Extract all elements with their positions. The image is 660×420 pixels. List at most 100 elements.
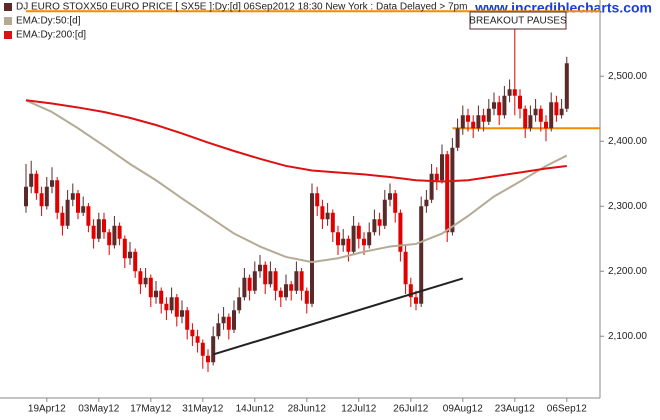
y-tick-label: 2,500.00 <box>608 71 647 82</box>
candle-body <box>325 212 330 220</box>
x-tick-label: 19Apr12 <box>28 404 66 415</box>
candle-body <box>356 225 361 239</box>
candle-body <box>476 115 481 129</box>
candle-body <box>341 238 346 246</box>
candle-body <box>559 108 564 116</box>
candle-body <box>330 212 335 233</box>
candle-body <box>310 193 314 304</box>
candle-body <box>185 310 190 330</box>
candle-body <box>65 199 70 226</box>
candle-body <box>564 63 569 109</box>
x-tick-label: 26Jul12 <box>393 404 428 415</box>
candle-body <box>138 271 143 285</box>
candle-body <box>96 219 101 239</box>
candle-body <box>382 199 387 226</box>
candle-body <box>200 342 205 356</box>
candle-body <box>86 206 91 226</box>
candle-body <box>372 219 377 233</box>
candle-body <box>211 336 216 363</box>
trend-line <box>212 277 464 356</box>
candle-body <box>226 316 231 330</box>
candle-body <box>377 219 382 226</box>
candle-body <box>278 290 283 298</box>
candle-body <box>242 277 247 298</box>
candle-body <box>44 186 49 207</box>
x-tick-label: 17May12 <box>130 404 172 415</box>
candle-body <box>554 102 559 116</box>
candle-body <box>294 271 299 291</box>
candle-body <box>528 115 533 129</box>
x-tick-label: 23Aug12 <box>495 404 535 415</box>
legend-label: EMA:Dy:50:[d] <box>16 16 81 27</box>
candle-body <box>507 89 512 96</box>
candle-body <box>518 95 522 109</box>
candle-body <box>336 232 340 246</box>
candle-body <box>55 180 60 213</box>
candle-body <box>414 297 418 304</box>
candle-body <box>538 108 543 122</box>
candle-body <box>154 290 158 298</box>
candle-body <box>102 219 106 233</box>
candle-body <box>252 271 257 291</box>
candle-body <box>424 199 429 207</box>
x-tick-label: 14Jun12 <box>236 404 275 415</box>
candle-body <box>523 108 528 129</box>
candle-body <box>460 115 465 129</box>
candle-body <box>445 154 450 233</box>
candle-body <box>195 336 200 343</box>
x-tick-label: 31May12 <box>182 404 224 415</box>
candle-body <box>148 277 153 298</box>
candle-body <box>403 251 408 285</box>
candle-body <box>174 297 179 317</box>
x-tick-label: 06Sep12 <box>547 404 587 415</box>
candle-body <box>273 271 278 291</box>
y-tick-label: 2,300.00 <box>608 201 647 212</box>
candle-body <box>429 173 434 200</box>
candle-body <box>107 232 112 246</box>
candle-body <box>50 180 54 187</box>
candle-body <box>206 355 210 363</box>
candle-body <box>533 108 538 116</box>
candle-body <box>466 115 470 122</box>
legend-label: EMA:Dy:200:[d] <box>16 30 86 41</box>
candle-body <box>263 264 268 285</box>
candle-body <box>544 121 548 129</box>
legend-swatch <box>4 3 12 11</box>
candle-body <box>440 154 444 181</box>
candle-body <box>481 115 486 122</box>
candle-body <box>362 238 366 246</box>
candle-body <box>159 290 164 304</box>
candle-body <box>34 173 39 194</box>
candle-body <box>289 284 294 291</box>
candle-body <box>299 271 304 291</box>
candle-body <box>128 251 132 259</box>
candle-body <box>29 173 34 187</box>
candle-body <box>60 212 65 226</box>
candle-body <box>434 173 439 181</box>
candle-body <box>471 121 476 129</box>
candle-body <box>388 193 392 200</box>
candle-body <box>408 284 413 298</box>
candle-body <box>190 329 195 337</box>
candle-body <box>133 251 138 272</box>
candle-body <box>320 206 325 220</box>
ema-line <box>25 99 567 183</box>
candle-body <box>112 225 117 246</box>
candle-body <box>450 147 455 233</box>
legend-label: DJ EURO STOXX50 EURO PRICE [ SX5E ]:Dy:[… <box>16 2 467 13</box>
candle-body <box>549 102 554 129</box>
candle-body <box>81 206 86 213</box>
annotation-box <box>469 11 567 30</box>
x-tick-label: 12Jul12 <box>341 404 376 415</box>
candle-body <box>70 193 75 200</box>
x-tick-label: 28Jun12 <box>288 404 327 415</box>
candle-body <box>512 89 517 96</box>
candle-body <box>346 238 351 252</box>
candle-body <box>122 238 127 259</box>
legend-swatch <box>4 31 12 39</box>
candle-body <box>180 310 184 317</box>
y-tick-label: 2,200.00 <box>608 266 647 277</box>
y-tick-label: 2,100.00 <box>608 331 647 342</box>
